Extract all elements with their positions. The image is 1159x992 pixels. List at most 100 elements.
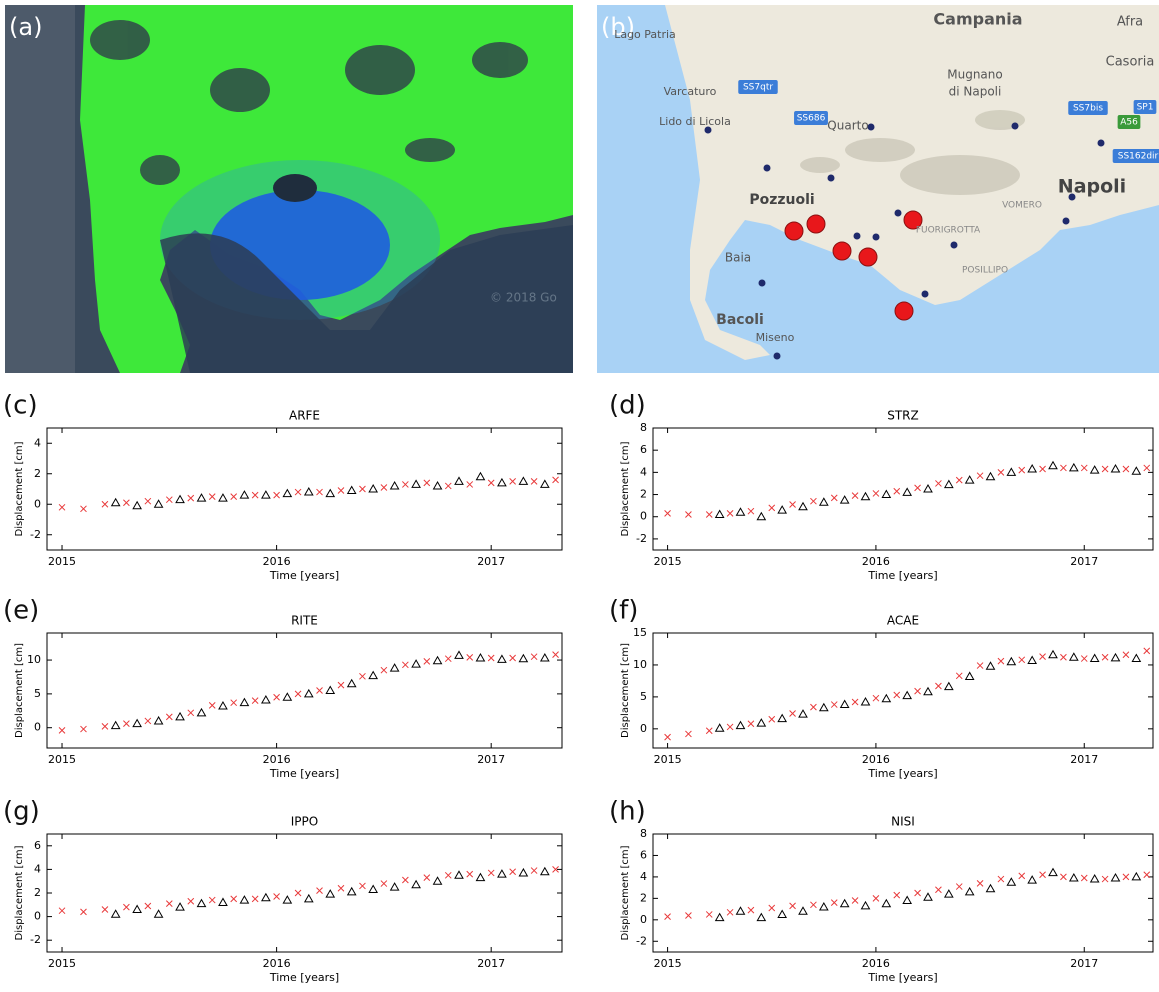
triangle-marker [261, 694, 271, 704]
x-marker [872, 895, 880, 902]
watermark: © 2018 Go [490, 291, 557, 305]
triangle-marker [239, 697, 250, 707]
x-marker [789, 710, 796, 717]
triangle-marker [411, 879, 421, 889]
triangle-marker [497, 869, 507, 878]
x-marker [976, 662, 984, 669]
triangle-marker [368, 884, 379, 893]
x-marker [997, 657, 1005, 665]
x-marker [80, 908, 87, 916]
x-marker [893, 487, 901, 495]
x-tick-label: 2016 [862, 957, 890, 970]
triangle-marker [1006, 467, 1017, 476]
triangle-marker [153, 909, 164, 918]
triangle-marker [1110, 652, 1121, 662]
x-marker [1122, 465, 1130, 473]
x-marker [487, 869, 495, 877]
x-marker [294, 690, 302, 698]
triangle-marker [454, 476, 464, 485]
y-tick-label: -2 [636, 934, 647, 947]
x-marker [208, 702, 216, 709]
x-marker [955, 883, 963, 890]
triangle-marker [175, 902, 185, 911]
triangle-marker [839, 495, 850, 504]
y-tick-label: 0 [640, 722, 647, 735]
triangle-marker [964, 475, 975, 484]
triangle-marker [110, 497, 121, 507]
x-marker [1122, 873, 1130, 881]
x-marker [768, 904, 776, 912]
triangle-marker [985, 883, 996, 893]
panel-label: (a) [9, 13, 42, 41]
place-label: Napoli [1058, 176, 1126, 198]
chart-title: IPPO [291, 815, 318, 829]
triangle-marker [389, 663, 400, 672]
triangle-marker [902, 487, 913, 496]
x-tick-label: 2016 [263, 753, 291, 766]
x-marker [1080, 874, 1088, 882]
triangle-marker [175, 711, 185, 721]
triangle-marker [1131, 653, 1142, 663]
x-tick-label: 2017 [1070, 555, 1098, 568]
triangle-marker [325, 488, 336, 498]
x-axis-label: Time [years] [867, 971, 937, 984]
triangle-marker [175, 494, 185, 504]
x-marker [444, 655, 452, 663]
triangle-marker [218, 493, 228, 502]
plot-frame [46, 427, 563, 551]
triangle-marker [1068, 462, 1079, 472]
triangle-marker [389, 882, 400, 891]
triangle-marker [1089, 874, 1100, 883]
x-tick-label: 2015 [48, 957, 76, 970]
x-marker [273, 491, 280, 499]
x-marker [955, 672, 963, 680]
x-marker [101, 722, 109, 730]
triangle-marker [735, 720, 746, 730]
place-label: Bacoli [716, 312, 764, 328]
triangle-marker [860, 696, 871, 706]
triangle-marker [860, 900, 871, 910]
x-marker [165, 900, 173, 907]
x-tick-label: 2017 [1070, 753, 1098, 766]
triangle-marker [860, 491, 871, 501]
triangle-marker [1048, 867, 1058, 877]
chart-title: ACAE [887, 614, 919, 628]
x-marker [552, 866, 559, 873]
x-marker [101, 500, 109, 508]
triangle-marker [1110, 872, 1121, 882]
x-marker [789, 501, 796, 508]
x-marker [1122, 651, 1130, 659]
y-tick-label: 2 [34, 467, 41, 480]
x-marker [444, 871, 452, 879]
x-marker [294, 488, 302, 496]
x-marker [914, 687, 921, 695]
x-marker [810, 901, 817, 909]
y-tick-label: 0 [34, 497, 41, 510]
x-tick-label: 2015 [48, 753, 76, 766]
x-marker [402, 876, 409, 884]
road-badge [1117, 115, 1141, 129]
triangle-marker [282, 895, 293, 904]
y-tick-label: 2 [34, 886, 41, 899]
triangle-marker [798, 906, 808, 915]
triangle-marker [518, 653, 529, 663]
x-marker [208, 896, 216, 904]
x-marker [509, 478, 516, 485]
triangle-marker [902, 690, 913, 700]
triangle-marker [325, 685, 336, 694]
road-badge [738, 80, 778, 94]
x-marker [101, 906, 109, 913]
x-marker [747, 507, 755, 515]
x-marker [789, 902, 796, 910]
x-marker [914, 484, 921, 492]
x-marker [1143, 871, 1151, 879]
chart: (h) NISI Time [years] Displacement [cm] 2015… [609, 797, 1154, 984]
x-marker [144, 497, 152, 505]
plot-frame [46, 632, 563, 749]
x-marker [294, 889, 302, 897]
triangle-marker [756, 511, 767, 521]
x-axis-label: Time [years] [867, 767, 937, 780]
x-marker [893, 691, 901, 699]
x-marker [768, 504, 776, 512]
